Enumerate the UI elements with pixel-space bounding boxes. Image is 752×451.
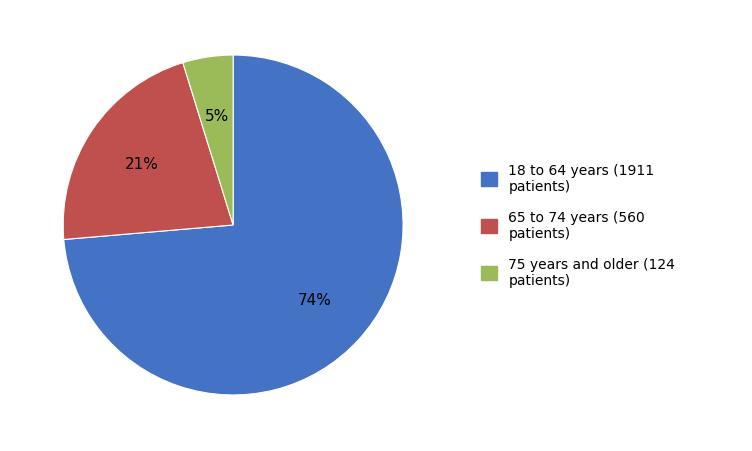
Text: 21%: 21% bbox=[125, 156, 159, 171]
Wedge shape bbox=[183, 56, 233, 226]
Legend: 18 to 64 years (1911
patients), 65 to 74 years (560
patients), 75 years and olde: 18 to 64 years (1911 patients), 65 to 74… bbox=[474, 157, 682, 294]
Wedge shape bbox=[64, 56, 403, 395]
Wedge shape bbox=[63, 64, 233, 240]
Text: 5%: 5% bbox=[205, 109, 229, 124]
Text: 74%: 74% bbox=[298, 293, 332, 308]
